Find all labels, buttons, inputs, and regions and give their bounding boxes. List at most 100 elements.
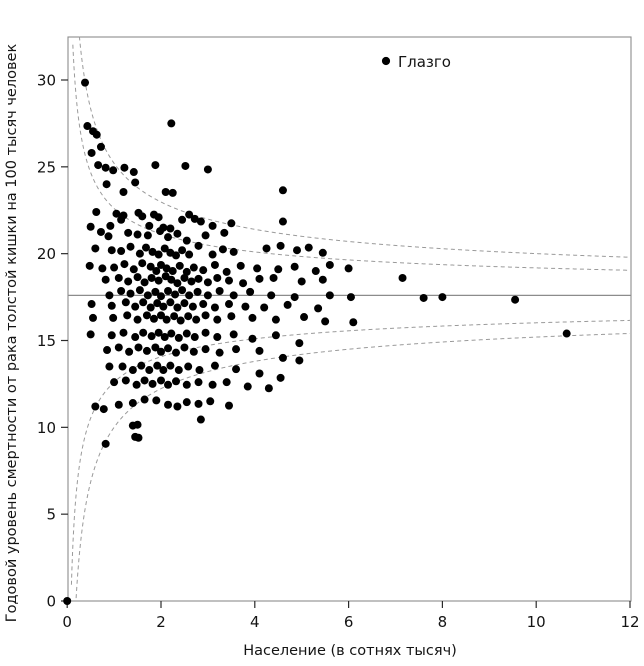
data-point [160, 244, 169, 253]
y-tick-label: 30 [37, 72, 56, 90]
y-axis-title: Годовой уровень смертности от рака толст… [4, 44, 20, 623]
data-point [229, 291, 238, 300]
data-point [246, 287, 255, 296]
data-point [182, 380, 191, 389]
data-point [137, 361, 146, 370]
data-point [164, 400, 173, 409]
data-point [190, 214, 199, 223]
data-point [208, 380, 217, 389]
data-point [141, 243, 150, 252]
data-point [185, 250, 194, 259]
data-point [147, 332, 156, 341]
data-point [321, 317, 330, 326]
data-point [117, 287, 126, 295]
data-point [86, 330, 95, 339]
data-point [104, 232, 113, 241]
scatter-points [63, 78, 571, 605]
data-point [164, 380, 173, 389]
data-point [166, 224, 175, 233]
data-point [187, 277, 196, 286]
data-point [167, 119, 176, 128]
data-point [276, 241, 285, 250]
data-point [157, 311, 165, 320]
data-point [81, 78, 90, 87]
data-point [135, 249, 144, 258]
data-point [297, 277, 306, 286]
data-point [173, 303, 182, 312]
data-point [174, 333, 183, 342]
y-tick-label: 15 [37, 332, 56, 350]
x-tick-label: 0 [62, 613, 72, 631]
data-point [182, 329, 191, 338]
data-point [142, 346, 151, 355]
data-point [146, 303, 155, 312]
x-axis-title: Население (в сотнях тысяч) [243, 643, 457, 659]
data-point [114, 343, 123, 352]
data-point [190, 333, 199, 342]
y-tick-label: 5 [46, 506, 56, 524]
data-point [208, 250, 217, 259]
data-point [241, 302, 250, 311]
data-point [159, 366, 168, 375]
data-point [203, 278, 212, 287]
data-point [161, 188, 170, 197]
data-point [107, 301, 116, 310]
data-point [83, 122, 92, 131]
data-point [129, 265, 138, 274]
data-point [325, 291, 334, 300]
data-point [304, 243, 313, 252]
data-point [295, 356, 304, 365]
data-point [236, 261, 245, 270]
data-point [188, 302, 197, 311]
data-point [160, 333, 169, 342]
data-point [178, 286, 187, 295]
data-point [180, 299, 189, 308]
data-point [140, 278, 149, 287]
data-point [215, 287, 224, 295]
data-point [131, 333, 140, 342]
legend-marker-icon [381, 56, 391, 66]
data-point [290, 293, 299, 302]
data-point [248, 313, 257, 322]
data-point [172, 377, 181, 386]
data-point [114, 273, 123, 282]
data-point [206, 397, 215, 406]
data-point [213, 273, 222, 282]
data-point [194, 274, 203, 283]
data-point [184, 362, 193, 371]
data-point [167, 275, 176, 284]
data-point [125, 347, 134, 356]
x-tick-label: 6 [344, 613, 354, 631]
data-point [117, 247, 126, 256]
data-point [255, 274, 264, 283]
data-point [109, 313, 118, 322]
legend: Глазго [381, 53, 451, 71]
data-point [278, 353, 287, 362]
data-point [96, 142, 105, 151]
data-point [184, 312, 193, 321]
x-tick-label: 10 [527, 613, 546, 631]
x-tick-label: 12 [620, 613, 639, 631]
data-point [194, 241, 203, 250]
data-point [152, 267, 161, 276]
data-point [232, 365, 241, 374]
data-point [89, 313, 97, 322]
data-point [157, 376, 165, 385]
data-point [194, 378, 203, 387]
data-point [176, 316, 185, 325]
data-point [154, 276, 163, 285]
data-point [131, 178, 140, 187]
data-point [171, 290, 180, 299]
data-point [106, 221, 115, 230]
data-point [153, 299, 162, 308]
data-point [103, 346, 112, 355]
data-point [311, 267, 320, 276]
data-point [151, 343, 160, 352]
data-point [203, 165, 212, 174]
data-point [318, 248, 327, 257]
data-point [154, 328, 163, 337]
data-point [110, 378, 119, 387]
data-point [139, 328, 148, 337]
data-point [147, 273, 156, 282]
